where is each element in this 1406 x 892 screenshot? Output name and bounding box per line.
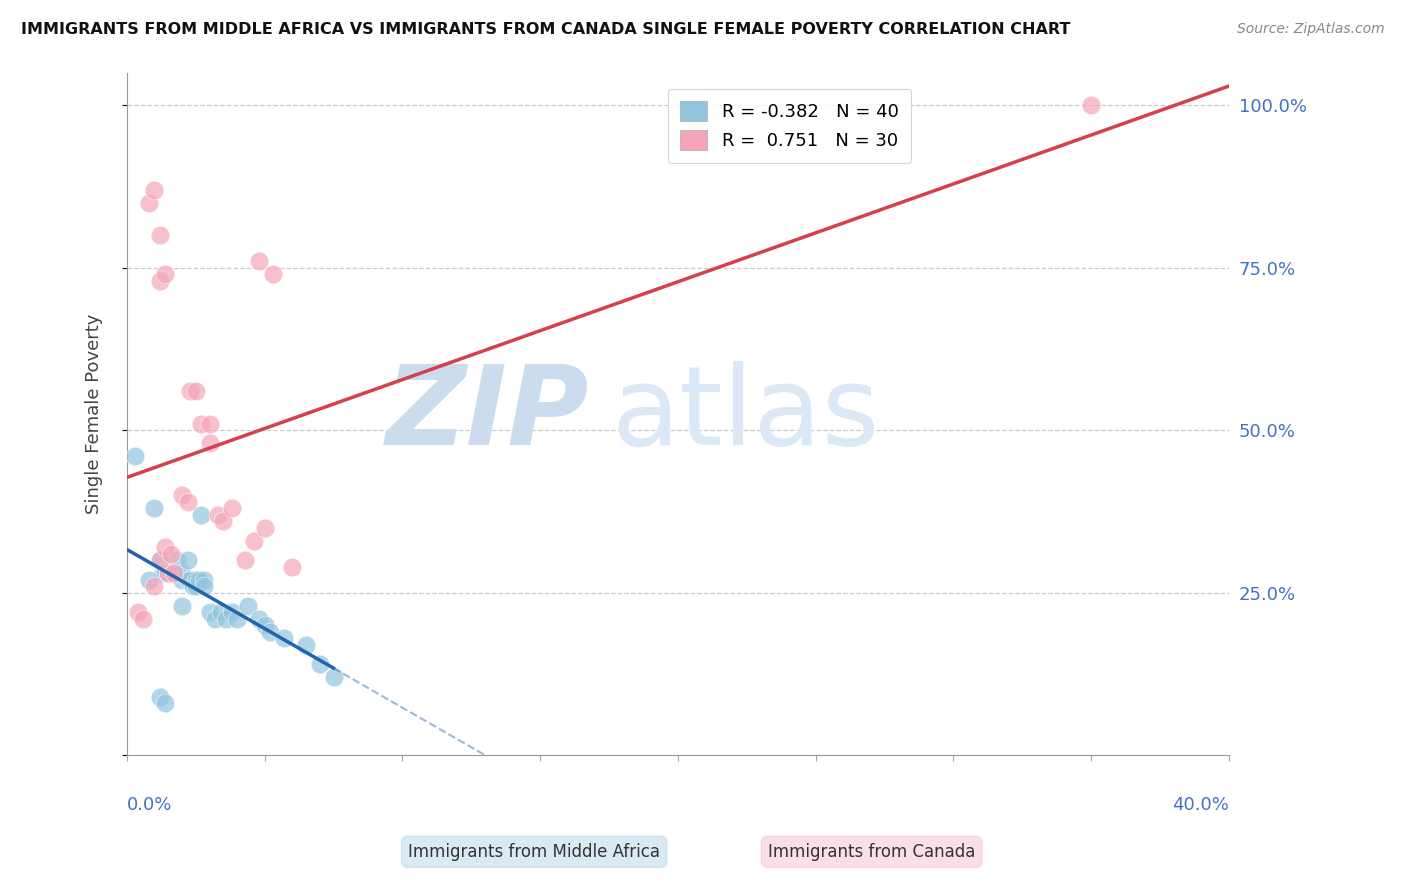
Point [124, 450, 146, 464]
Point [149, 274, 172, 288]
Point [155, 697, 177, 711]
Point [149, 690, 172, 704]
Point [295, 638, 318, 652]
Y-axis label: Single Female Poverty: Single Female Poverty [86, 314, 103, 515]
Point [262, 268, 284, 282]
Point [226, 612, 249, 626]
Point [184, 384, 207, 399]
Point [176, 495, 198, 509]
Text: 0.0%: 0.0% [127, 797, 173, 814]
Text: Immigrants from Canada: Immigrants from Canada [768, 843, 976, 861]
Text: Immigrants from Middle Africa: Immigrants from Middle Africa [408, 843, 661, 861]
Point [235, 553, 257, 567]
Point [149, 228, 172, 243]
Point [247, 254, 270, 268]
Point [155, 541, 177, 555]
Text: IMMIGRANTS FROM MIDDLE AFRICA VS IMMIGRANTS FROM CANADA SINGLE FEMALE POVERTY CO: IMMIGRANTS FROM MIDDLE AFRICA VS IMMIGRA… [21, 22, 1070, 37]
Point [193, 573, 215, 587]
Point [322, 670, 344, 684]
Legend: R = -0.382   N = 40, R =  0.751   N = 30: R = -0.382 N = 40, R = 0.751 N = 30 [668, 89, 911, 163]
Point [215, 612, 238, 626]
Point [170, 599, 193, 613]
Point [308, 657, 330, 672]
Point [152, 566, 174, 581]
Point [198, 436, 221, 450]
Point [253, 521, 276, 535]
Point [259, 624, 281, 639]
Point [179, 384, 201, 399]
Point [176, 553, 198, 567]
Point [138, 196, 160, 211]
Point [176, 573, 198, 587]
Point [212, 515, 235, 529]
Point [204, 612, 226, 626]
Point [253, 618, 276, 632]
Point [193, 579, 215, 593]
Point [170, 573, 193, 587]
Point [242, 533, 264, 548]
Point [273, 632, 295, 646]
Point [166, 553, 188, 567]
Point [190, 508, 212, 522]
Point [143, 501, 166, 516]
Point [187, 573, 209, 587]
Point [143, 183, 166, 197]
Point [166, 566, 188, 581]
Point [163, 566, 186, 581]
Point [149, 553, 172, 567]
Text: Source: ZipAtlas.com: Source: ZipAtlas.com [1237, 22, 1385, 37]
Point [209, 606, 232, 620]
Point [190, 417, 212, 431]
Point [247, 612, 270, 626]
Point [155, 566, 177, 581]
Text: 40.0%: 40.0% [1173, 797, 1229, 814]
Point [221, 606, 243, 620]
Point [149, 553, 172, 567]
Point [160, 566, 183, 581]
Point [170, 566, 193, 581]
Point [181, 579, 204, 593]
Point [127, 606, 149, 620]
Point [170, 488, 193, 502]
Point [207, 508, 229, 522]
Point [179, 573, 201, 587]
Point [160, 547, 183, 561]
Point [155, 268, 177, 282]
Point [132, 612, 155, 626]
Point [143, 579, 166, 593]
Point [157, 566, 180, 581]
Point [138, 573, 160, 587]
Point [198, 417, 221, 431]
Point [221, 501, 243, 516]
Point [157, 566, 180, 581]
Point [163, 566, 186, 581]
Point [184, 579, 207, 593]
Point [198, 606, 221, 620]
Point [184, 573, 207, 587]
Point [236, 599, 259, 613]
Text: ZIP: ZIP [387, 360, 589, 467]
Point [1080, 98, 1102, 112]
Text: atlas: atlas [612, 360, 880, 467]
Point [281, 560, 304, 574]
